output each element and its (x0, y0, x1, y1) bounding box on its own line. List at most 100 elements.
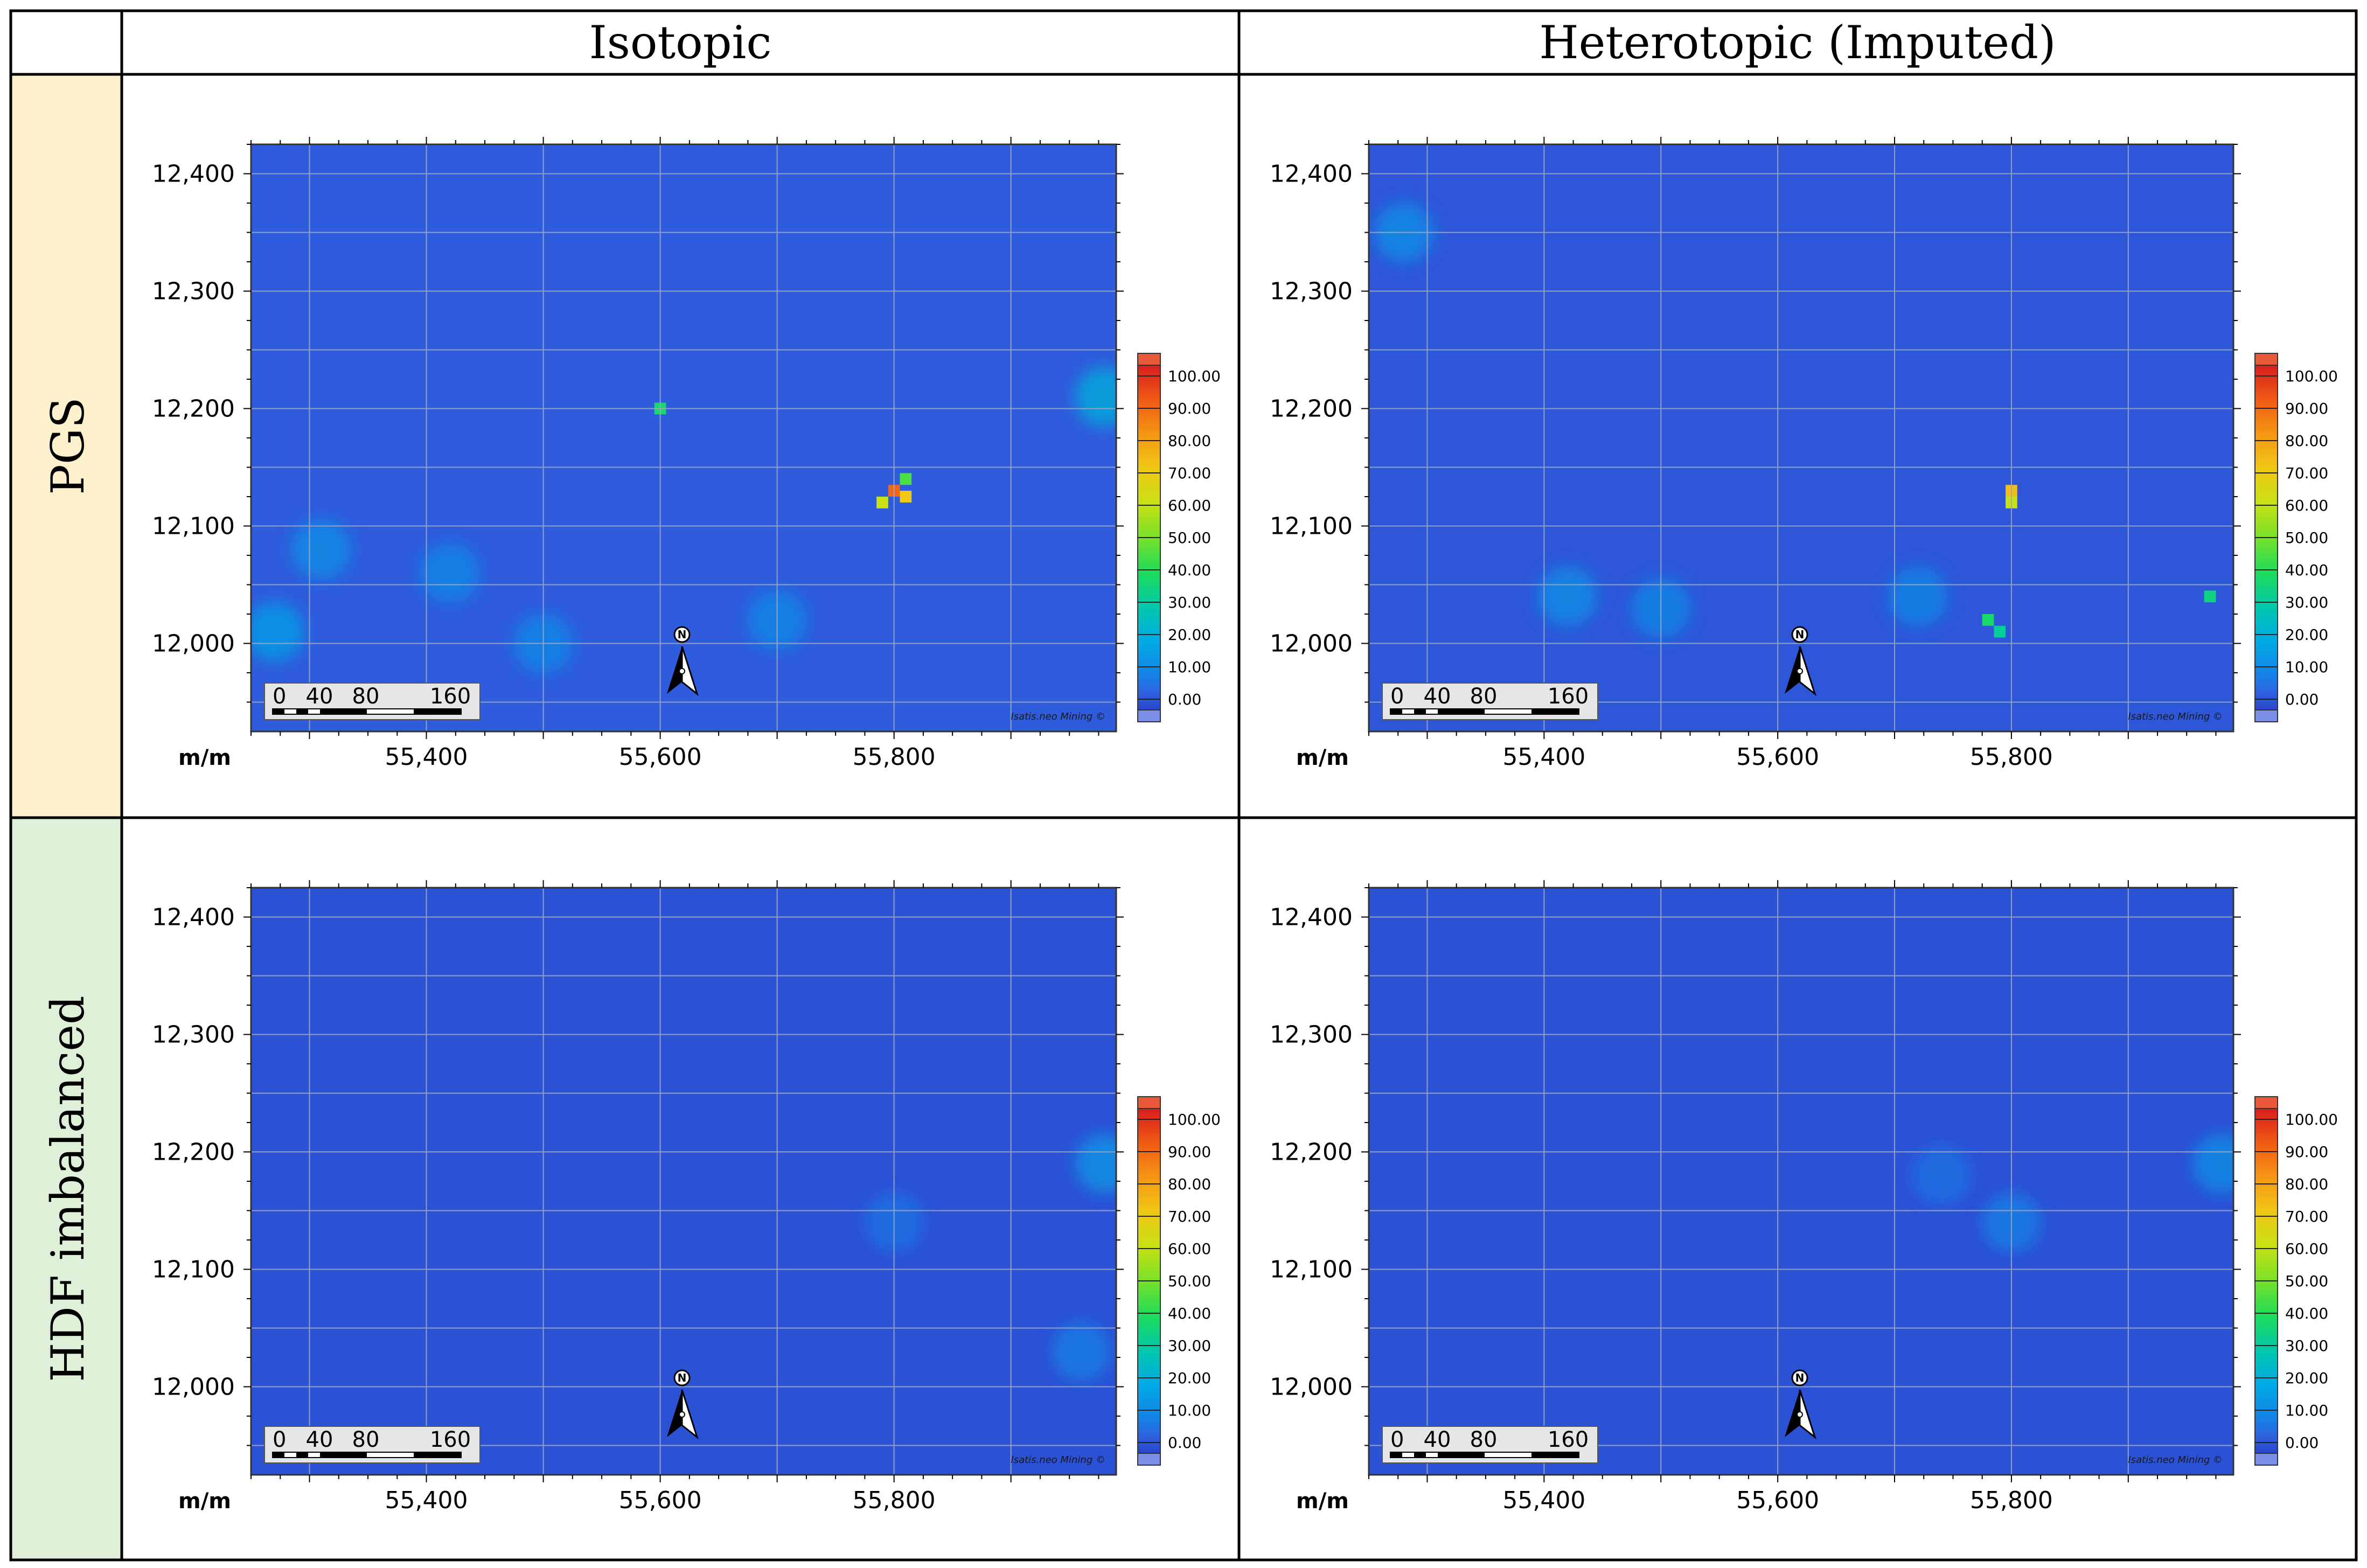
colorbar-swatch (2255, 1236, 2278, 1240)
colorbar-swatch (2255, 375, 2278, 380)
colorbar-swatch (1138, 506, 1160, 511)
scale-bar: 0 40 80 160 (1382, 682, 1598, 720)
colorbar-swatch (2255, 1229, 2278, 1233)
colorbar-swatch (2255, 572, 2278, 576)
colorbar-swatch (2255, 637, 2278, 642)
colorbar-label: 50.00 (2285, 529, 2328, 547)
colorbar-swatch (2255, 382, 2278, 386)
colorbar-swatch (1138, 1395, 1160, 1399)
colorbar-swatch (2255, 679, 2278, 683)
colorbar-swatch (2255, 427, 2278, 431)
x-tick-label: 55,800 (853, 1487, 936, 1514)
colorbar-swatch (1138, 400, 1160, 403)
colorbar-label: 20.00 (1168, 626, 1211, 644)
colorbar-swatch (2255, 1115, 2278, 1119)
colorbar-swatch (2255, 1326, 2278, 1330)
colorbar-swatch (1138, 607, 1160, 610)
colorbar-swatch (2255, 472, 2278, 476)
colorbar-swatch (2255, 596, 2278, 600)
colorbar-label: 10.00 (2285, 1402, 2328, 1419)
colorbar-swatch (2255, 1291, 2278, 1295)
colorbar-swatch (2255, 561, 2278, 566)
colorbar-swatch (2255, 1274, 2278, 1278)
scale-bar-segment (320, 1452, 367, 1458)
axis-ticks (243, 880, 1124, 1482)
north-arrow-right (1799, 1389, 1816, 1440)
colorbar-swatch (1138, 1391, 1160, 1395)
colorbar-swatch (2255, 1160, 2278, 1164)
colorbar-swatch (2255, 1312, 2278, 1316)
colorbar-swatch (1138, 1336, 1160, 1340)
colorbar-swatch (1138, 1139, 1160, 1144)
colorbar-swatch (2255, 1146, 2278, 1151)
colorbar-label: 30.00 (2285, 594, 2328, 611)
colorbar-label: 100.00 (2285, 367, 2338, 385)
colorbar-swatch (2255, 1257, 2278, 1261)
colorbar-swatch (1138, 423, 1160, 428)
colorbar-swatch (1138, 1156, 1160, 1161)
colorbar-swatch (2255, 1432, 2278, 1437)
colorbar-label: 40.00 (1168, 561, 1211, 579)
colorbar-swatch (1138, 1425, 1160, 1430)
colorbar-swatch (1138, 1109, 1160, 1112)
colorbar-swatch (2255, 1174, 2278, 1178)
colorbar-swatch (2255, 506, 2278, 511)
colorbar-label: 60.00 (1168, 1240, 1211, 1258)
colorbar-swatch (2255, 1442, 2278, 1447)
x-tick-label: 55,400 (385, 1487, 468, 1514)
colorbar-swatch (2255, 368, 2278, 373)
colorbar-swatch (1138, 1419, 1160, 1423)
colorbar-swatch (1138, 686, 1160, 690)
colorbar-swatch (1138, 1177, 1160, 1181)
colorbar-swatch (2255, 1436, 2278, 1440)
colorbar-swatch (1138, 1329, 1160, 1333)
colorbar-swatch (2255, 1356, 2278, 1361)
north-arrow-label: N (678, 1371, 687, 1384)
colorbar-swatch (1138, 1170, 1160, 1175)
colorbar-swatch (1138, 1353, 1160, 1357)
colorbar-label: 0.00 (2285, 1434, 2319, 1452)
colorbar-swatch (1138, 1305, 1160, 1309)
colorbar-swatch (2255, 1260, 2278, 1264)
column-header-isotopic: Isotopic (589, 16, 772, 69)
scale-bar-segment (1390, 709, 1402, 714)
colorbar-swatch (1138, 544, 1160, 548)
colorbar-swatch (2255, 1222, 2278, 1226)
colorbar-label: 10.00 (1168, 1402, 1211, 1419)
colorbar-swatch (1138, 1132, 1160, 1137)
colorbar-swatch (2255, 658, 2278, 662)
colorbar-swatch (1138, 1195, 1160, 1198)
x-tick-label: 55,800 (1970, 1487, 2053, 1514)
colorbar-swatch (1138, 465, 1160, 469)
colorbar-swatch (2255, 534, 2278, 538)
colorbar-swatch (1138, 1360, 1160, 1364)
colorbar-swatch (2255, 496, 2278, 500)
colorbar-swatch (2255, 475, 2278, 479)
colorbar-swatch (1138, 1222, 1160, 1226)
scale-bar-segment (1438, 709, 1485, 714)
colorbar-swatch (1138, 651, 1160, 656)
watermark: Isatis.neo Mining © (1011, 711, 1105, 722)
colorbar-swatch (1138, 672, 1160, 676)
colorbar-swatch (1138, 561, 1160, 566)
watermark: Isatis.neo Mining © (2128, 711, 2223, 722)
colorbar-swatch (2255, 1308, 2278, 1313)
y-tick-label: 12,200 (152, 395, 235, 423)
colorbar-swatch (2255, 403, 2278, 407)
colorbar-swatch (1138, 1294, 1160, 1299)
y-tick-label: 12,100 (152, 513, 235, 540)
x-tick-label: 55,600 (619, 1487, 702, 1514)
colorbar-swatch (2255, 558, 2278, 562)
scale-bar-label: 80 (352, 684, 380, 709)
axis-unit-label: m/m (1296, 1489, 1349, 1514)
colorbar-swatch (1138, 1119, 1160, 1123)
colorbar-swatch (1138, 568, 1160, 573)
colorbar-swatch (2255, 686, 2278, 690)
colorbar-swatch (1138, 1436, 1160, 1440)
y-tick-label: 12,000 (152, 630, 235, 658)
colorbar-swatch (1138, 1229, 1160, 1233)
colorbar-label: 90.00 (1168, 400, 1211, 417)
watermark: Isatis.neo Mining © (1011, 1454, 1105, 1466)
north-arrow-circle (673, 1369, 691, 1386)
colorbar-swatch (2255, 1188, 2278, 1192)
